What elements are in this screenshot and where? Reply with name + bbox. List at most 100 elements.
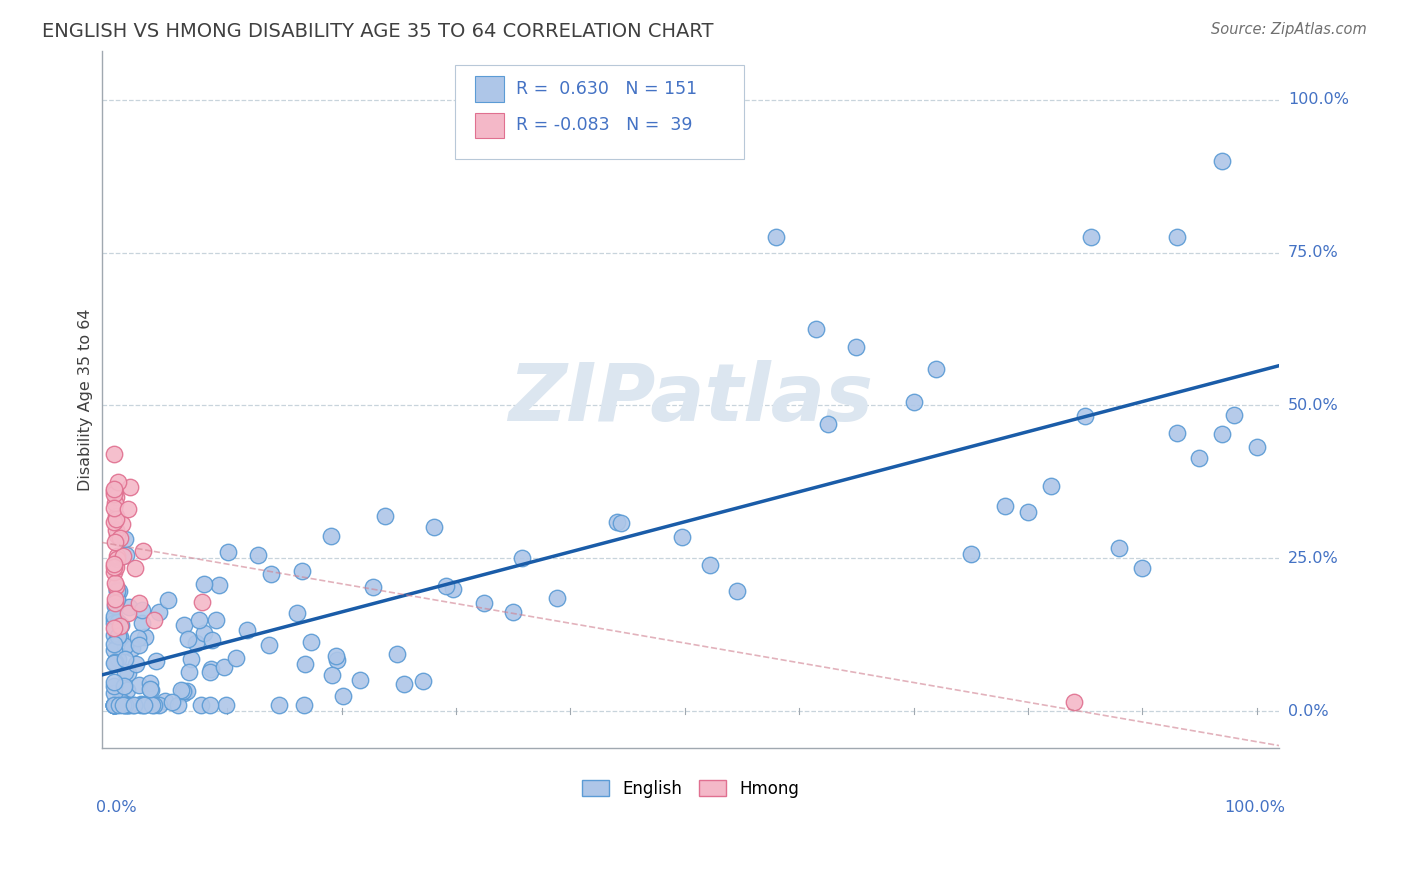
Point <box>112 698 135 713</box>
Point <box>105 523 128 537</box>
Point <box>103 615 125 630</box>
Point <box>117 666 139 681</box>
Point <box>441 582 464 596</box>
Point <box>108 698 131 713</box>
Point <box>321 668 343 682</box>
Point <box>103 675 125 690</box>
Point <box>134 698 156 713</box>
Point <box>108 619 131 633</box>
FancyBboxPatch shape <box>456 64 744 159</box>
Point <box>145 654 167 668</box>
Point <box>332 690 354 704</box>
Point <box>141 682 163 697</box>
Point <box>104 490 127 504</box>
Point <box>903 395 925 409</box>
Point <box>104 534 127 549</box>
Text: ZIPatlas: ZIPatlas <box>508 360 873 438</box>
Point <box>105 698 128 713</box>
Point <box>118 600 141 615</box>
Point <box>104 599 127 613</box>
Point <box>207 578 229 592</box>
Point <box>153 694 176 708</box>
Point <box>114 698 136 713</box>
Point <box>114 665 136 680</box>
Point <box>172 683 194 698</box>
Point <box>103 698 125 713</box>
Text: ENGLISH VS HMONG DISABILITY AGE 35 TO 64 CORRELATION CHART: ENGLISH VS HMONG DISABILITY AGE 35 TO 64… <box>42 22 714 41</box>
Point <box>472 596 495 610</box>
Point <box>128 678 150 692</box>
FancyBboxPatch shape <box>475 112 505 138</box>
Point <box>959 547 981 561</box>
Point <box>143 698 166 713</box>
Point <box>104 484 127 499</box>
Point <box>1017 505 1039 519</box>
Point <box>105 512 128 526</box>
Point <box>546 591 568 605</box>
Point <box>103 565 125 579</box>
Point <box>105 582 128 597</box>
Point <box>215 698 238 713</box>
Point <box>103 608 125 623</box>
Point <box>105 528 128 542</box>
Point <box>103 628 125 642</box>
Point <box>806 322 828 336</box>
Point <box>103 487 125 501</box>
Point <box>139 676 162 690</box>
Point <box>188 613 211 627</box>
Point <box>179 665 201 679</box>
Point <box>103 637 125 651</box>
Point <box>114 533 136 547</box>
Point <box>104 592 127 607</box>
Point <box>114 549 136 563</box>
Point <box>105 552 128 566</box>
Point <box>103 621 125 635</box>
Point <box>103 686 125 700</box>
Point <box>1222 408 1244 422</box>
Point <box>374 508 396 523</box>
Point <box>104 622 127 636</box>
Point <box>236 624 259 638</box>
Point <box>103 698 125 713</box>
Point <box>103 656 125 670</box>
Point <box>385 648 408 662</box>
Point <box>129 698 152 713</box>
Point <box>104 698 127 713</box>
Point <box>225 651 247 665</box>
Point <box>128 596 150 610</box>
Point <box>299 634 322 648</box>
Point <box>246 548 269 562</box>
Point <box>103 501 125 516</box>
Point <box>204 613 226 627</box>
Point <box>111 516 134 531</box>
Point <box>156 592 179 607</box>
Text: R = -0.083   N =  39: R = -0.083 N = 39 <box>516 116 693 135</box>
Point <box>292 698 315 713</box>
Point <box>412 673 434 688</box>
Point <box>291 564 314 578</box>
Point <box>200 662 222 676</box>
Point <box>105 559 128 574</box>
Point <box>193 577 215 591</box>
Point <box>124 561 146 575</box>
Point <box>108 630 131 644</box>
Point <box>193 625 215 640</box>
Point <box>114 639 136 653</box>
Point <box>1188 450 1211 465</box>
Point <box>103 698 125 713</box>
Point <box>326 653 349 667</box>
Point <box>127 631 149 645</box>
Point <box>325 649 347 664</box>
Point <box>132 543 155 558</box>
Point <box>112 680 135 694</box>
Point <box>765 230 787 244</box>
Point <box>103 643 125 657</box>
Point <box>725 584 748 599</box>
Point <box>257 638 280 652</box>
Text: 100.0%: 100.0% <box>1288 92 1348 107</box>
Point <box>103 560 125 574</box>
Text: 0.0%: 0.0% <box>96 800 136 815</box>
Point <box>217 545 239 559</box>
Point <box>103 612 125 626</box>
Point <box>191 594 214 608</box>
